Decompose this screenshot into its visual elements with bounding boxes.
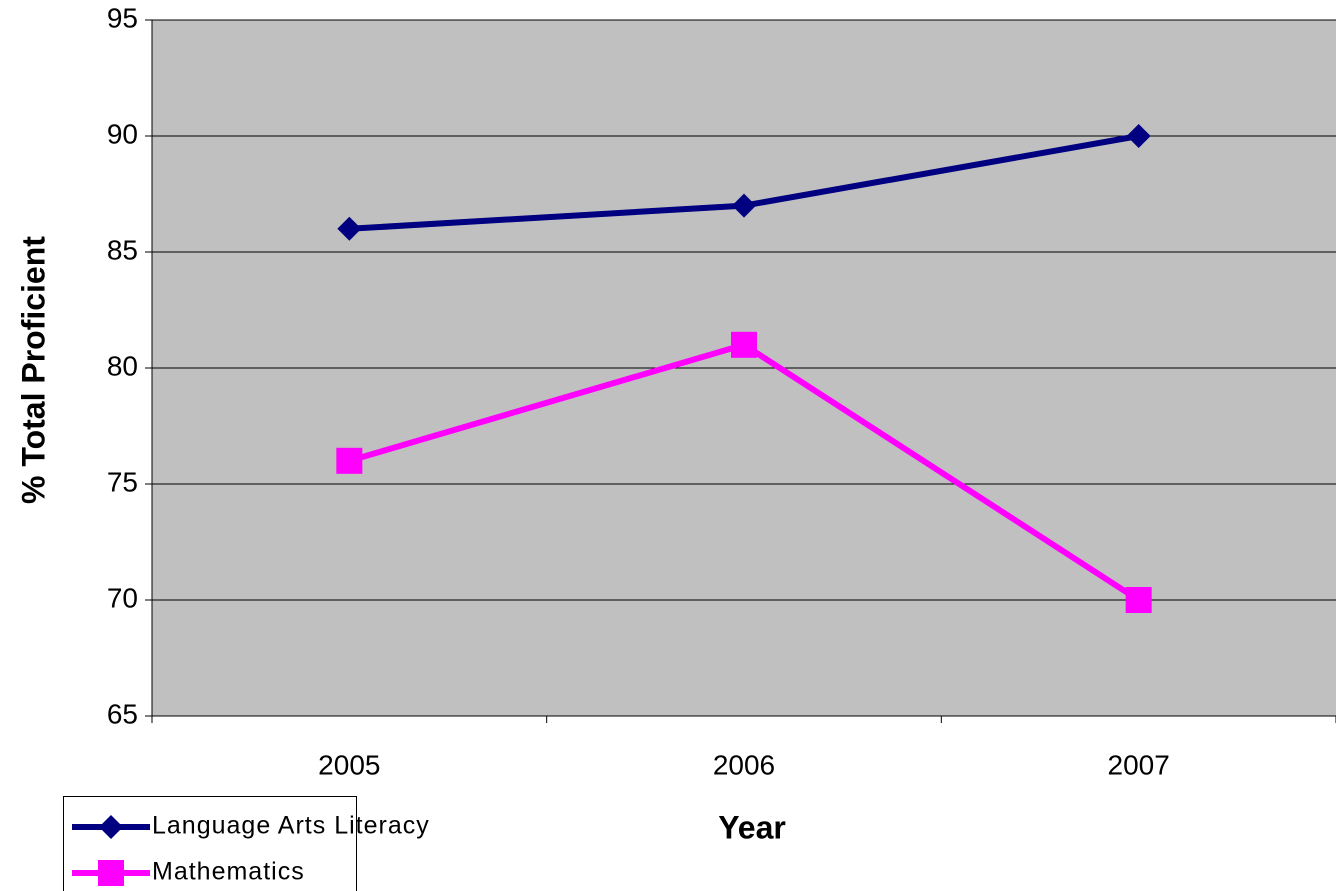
y-tick-label: 70 (107, 582, 138, 613)
x-tick-label: 2005 (318, 749, 380, 780)
legend-marker (99, 815, 123, 839)
y-tick-label: 85 (107, 234, 138, 265)
marker (337, 216, 362, 241)
y-axis-title: % Total Proficient (15, 236, 51, 504)
legend-marker (98, 860, 124, 886)
y-tick-label: 75 (107, 466, 138, 497)
y-tick-label: 95 (107, 2, 138, 33)
marker (1125, 587, 1152, 613)
marker (336, 447, 363, 474)
marker (1126, 124, 1151, 148)
y-tick-label: 90 (107, 118, 138, 149)
x-tick-label: 2006 (713, 749, 775, 780)
legend: Language Arts Literacy Mathematics (63, 796, 430, 891)
y-tick-label: 65 (107, 698, 138, 729)
y-tick-label: 80 (107, 350, 138, 381)
legend-label: Language Arts Literacy (152, 812, 430, 840)
marker (731, 331, 757, 358)
x-axis-title: Year (718, 809, 786, 845)
x-tick-label: 2007 (1108, 749, 1170, 780)
marker (732, 193, 756, 218)
legend-label: Mathematics (152, 858, 305, 886)
